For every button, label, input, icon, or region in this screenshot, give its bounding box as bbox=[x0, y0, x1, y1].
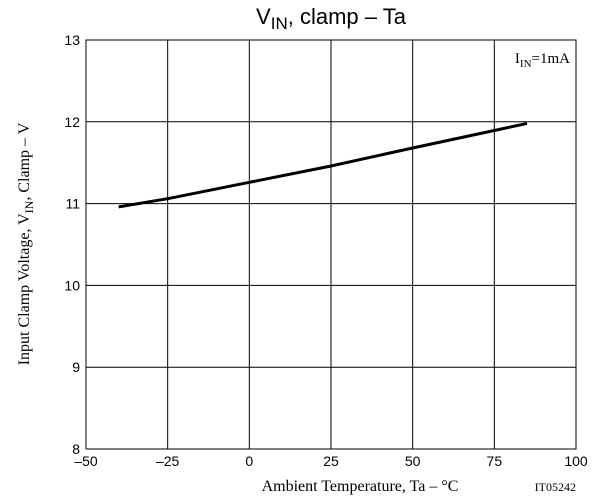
y-tick-label: 12 bbox=[64, 114, 80, 130]
x-tick-label: –25 bbox=[156, 453, 180, 469]
y-label-subscript: IN bbox=[22, 200, 36, 213]
title-subscript: IN bbox=[271, 14, 288, 33]
x-tick-label: 0 bbox=[245, 453, 253, 469]
current-annotation: IIN=1mA bbox=[515, 51, 570, 70]
grid bbox=[86, 40, 576, 449]
y-tick-label: 11 bbox=[65, 196, 80, 212]
y-label-post: , Clamp – V bbox=[16, 122, 33, 200]
y-axis-label: Input Clamp Voltage, VIN, Clamp – V bbox=[16, 122, 36, 365]
x-tick-label: –50 bbox=[74, 453, 98, 469]
title-rest: , clamp – Ta bbox=[288, 4, 407, 29]
x-tick-label: 100 bbox=[564, 453, 588, 469]
annotation-rest: =1mA bbox=[532, 51, 571, 67]
x-tick-label: 50 bbox=[405, 453, 421, 469]
annotation-subscript: IN bbox=[520, 58, 532, 70]
x-tick-label: 25 bbox=[323, 453, 339, 469]
y-tick-label: 10 bbox=[64, 277, 80, 293]
y-tick-label: 8 bbox=[72, 441, 80, 457]
x-axis-label: Ambient Temperature, Ta – °C bbox=[262, 478, 459, 495]
y-tick-label: 9 bbox=[72, 359, 80, 375]
series-lines bbox=[118, 121, 528, 209]
x-tick-label: 75 bbox=[487, 453, 503, 469]
annotation-main: I bbox=[515, 51, 520, 67]
y-tick-labels: 8 9 10 11 12 13 bbox=[64, 32, 80, 457]
y-tick-label: 13 bbox=[64, 32, 80, 48]
figure-id: IT05242 bbox=[535, 480, 576, 494]
x-tick-labels: –50 –25 0 25 50 75 100 bbox=[74, 453, 588, 469]
series-line bbox=[118, 121, 528, 209]
chart-title: VIN, clamp – Ta bbox=[256, 4, 407, 33]
y-label-pre: Input Clamp Voltage, V bbox=[16, 213, 33, 365]
title-main: V bbox=[256, 4, 271, 29]
